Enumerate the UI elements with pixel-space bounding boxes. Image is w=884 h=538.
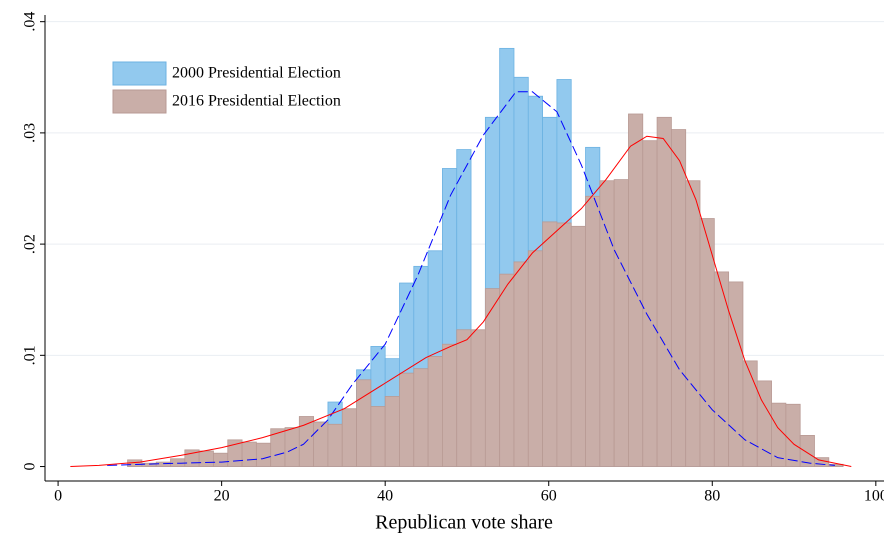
bar xyxy=(341,408,357,467)
bar xyxy=(384,396,400,467)
bar xyxy=(713,271,730,467)
bar xyxy=(542,221,558,467)
density-curve xyxy=(70,135,852,468)
legend-swatch xyxy=(112,61,167,86)
y-tick-label: .02 xyxy=(22,234,39,254)
bar xyxy=(413,368,429,467)
bar xyxy=(527,250,543,467)
bar xyxy=(499,273,515,467)
bar xyxy=(642,140,658,467)
legend-swatch xyxy=(112,89,167,114)
legend-label: 2000 Presidential Election xyxy=(172,65,341,82)
bar xyxy=(599,180,615,467)
density-curve xyxy=(107,91,835,466)
legend-label: 2016 Presidential Election xyxy=(172,93,341,110)
bar xyxy=(370,406,386,467)
bar xyxy=(785,403,801,467)
bar xyxy=(399,372,415,467)
bar xyxy=(284,427,300,467)
bar xyxy=(427,356,443,467)
y-tick-label: .04 xyxy=(22,12,39,32)
x-tick-label: 80 xyxy=(704,488,720,505)
x-tick-label: 20 xyxy=(214,488,230,505)
bar xyxy=(356,379,372,467)
bar xyxy=(628,113,644,467)
x-tick-label: 60 xyxy=(541,488,557,505)
bar xyxy=(656,116,672,467)
y-tick-label: 0 xyxy=(22,463,39,471)
bar xyxy=(213,452,229,467)
bar xyxy=(585,195,601,467)
bar xyxy=(470,329,486,467)
bar xyxy=(198,450,214,467)
bar xyxy=(255,442,272,467)
bar xyxy=(728,281,744,467)
bar xyxy=(442,343,458,467)
bar xyxy=(799,435,815,467)
bar xyxy=(670,129,687,467)
y-tick-label: .03 xyxy=(22,123,39,143)
x-tick-label: 100 xyxy=(864,488,884,505)
bar xyxy=(241,441,257,467)
x-tick-label: 0 xyxy=(54,488,62,505)
x-axis-label: Republican vote share xyxy=(375,512,553,534)
bar xyxy=(570,225,586,467)
bar xyxy=(227,439,243,467)
bar xyxy=(155,461,171,467)
bar xyxy=(742,360,758,467)
bar xyxy=(556,222,572,467)
y-tick-label: .01 xyxy=(22,345,39,365)
bar xyxy=(613,179,629,467)
bar xyxy=(771,402,787,467)
bar xyxy=(170,458,186,467)
bar xyxy=(828,463,844,467)
x-tick-label: 40 xyxy=(377,488,393,505)
bar xyxy=(313,421,329,467)
bar xyxy=(685,180,701,467)
bar xyxy=(513,261,529,467)
bar xyxy=(456,329,472,467)
bar xyxy=(327,423,343,467)
